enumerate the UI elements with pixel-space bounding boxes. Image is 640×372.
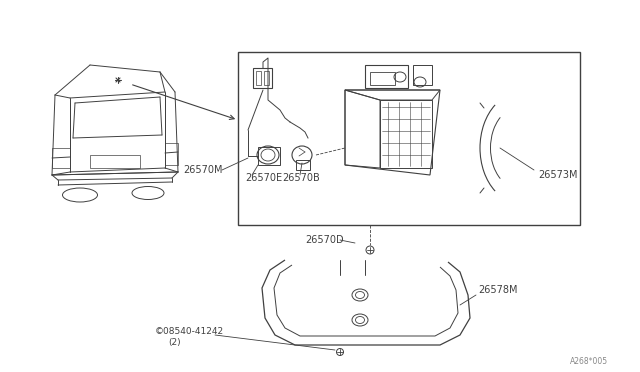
Text: 26570M: 26570M — [183, 165, 223, 175]
Text: 26578M: 26578M — [478, 285, 518, 295]
Bar — [296, 160, 310, 170]
Text: A268*005: A268*005 — [570, 357, 608, 366]
Bar — [413, 65, 432, 85]
Bar — [256, 71, 261, 85]
Text: ©08540-41242: ©08540-41242 — [155, 327, 224, 337]
Bar — [370, 72, 395, 85]
Bar — [165, 143, 178, 165]
Text: (2): (2) — [168, 337, 180, 346]
Bar — [264, 71, 269, 85]
Bar — [238, 52, 580, 225]
Text: 26570E: 26570E — [245, 173, 282, 183]
Bar — [253, 68, 272, 88]
Bar — [90, 155, 140, 168]
Text: 26573M: 26573M — [538, 170, 577, 180]
Bar — [258, 147, 280, 165]
Bar — [365, 65, 408, 88]
Bar — [380, 100, 432, 168]
Text: 26570D: 26570D — [305, 235, 344, 245]
Bar — [52, 148, 70, 168]
Text: 26570B: 26570B — [282, 173, 320, 183]
